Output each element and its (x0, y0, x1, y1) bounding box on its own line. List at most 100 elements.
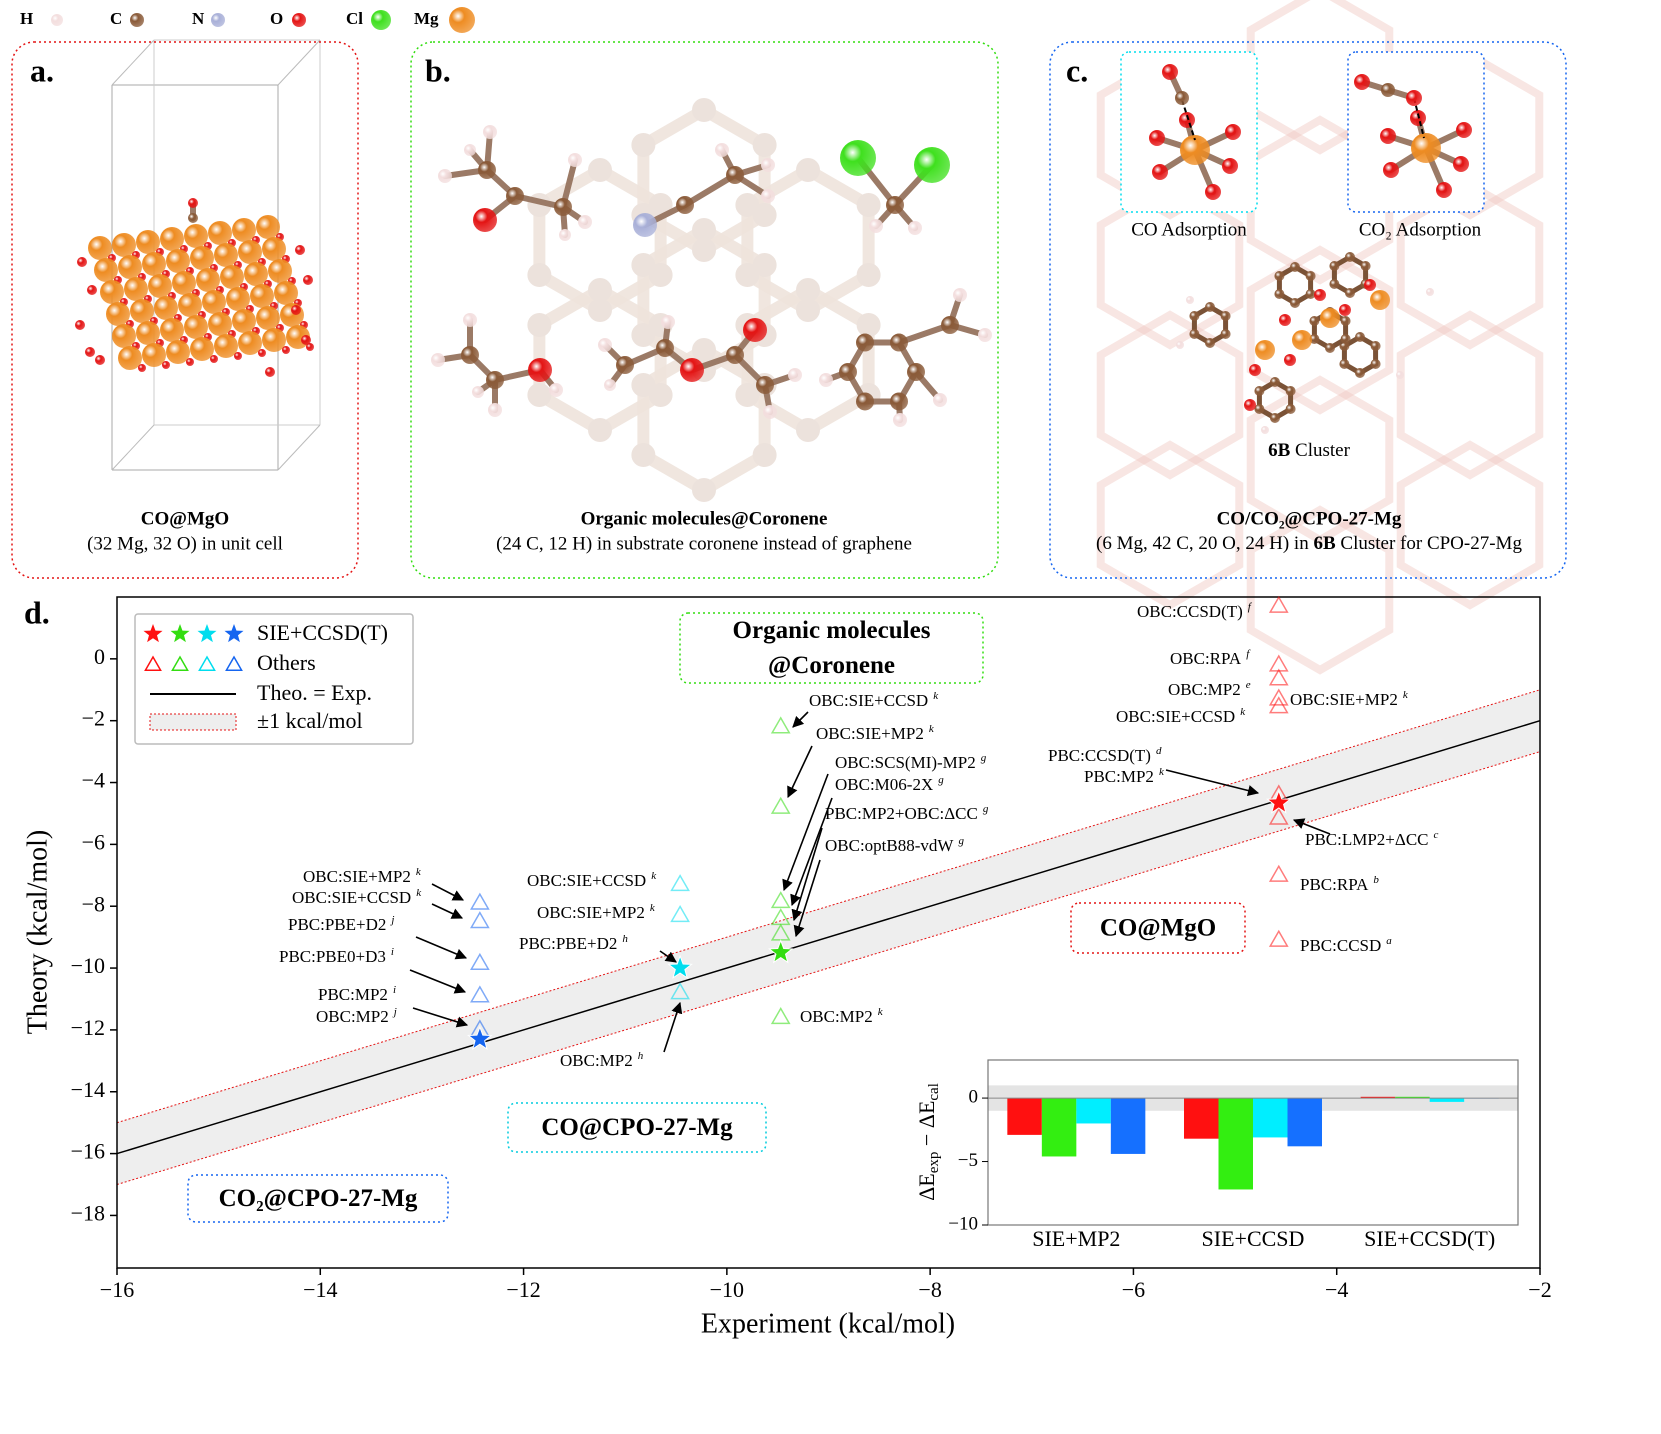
annotation-text: OBC:SCS(MI)-MP2 (835, 753, 976, 772)
element-symbol: N (192, 9, 205, 28)
atom (1284, 354, 1296, 366)
atom (743, 318, 767, 342)
atom (1290, 298, 1300, 308)
legend-band (149, 713, 237, 731)
atom (148, 274, 172, 298)
bar (1253, 1098, 1288, 1138)
atom (186, 358, 194, 366)
caption: (6 Mg, 42 C, 20 O, 24 H) in 6B Cluster f… (1096, 533, 1522, 554)
atom (208, 312, 232, 336)
x-tick-label: −2 (1528, 1277, 1551, 1302)
atom (226, 287, 250, 311)
atom (1456, 122, 1472, 138)
arrow (791, 827, 823, 922)
atom (568, 153, 582, 167)
annotation-sup: k (929, 723, 935, 735)
atom (473, 208, 497, 232)
atom (933, 393, 947, 407)
annotation-text: OBC:MP2 (800, 1007, 873, 1026)
x-tick-label: −6 (1122, 1277, 1145, 1302)
arrow (663, 1001, 683, 1053)
annotation: OBC:MP2 h (560, 1050, 644, 1070)
ring (1096, 440, 1244, 610)
group-label: @Coronene (768, 652, 895, 679)
atom (461, 346, 479, 364)
ring-atom (588, 158, 612, 182)
y-tick-label: −6 (82, 829, 105, 854)
ring-atom (856, 193, 881, 217)
annotation: OBC:SIE+CCSD k (809, 690, 939, 710)
annotation-sup: k (933, 690, 939, 702)
ring-atom (752, 443, 777, 467)
legend-box (134, 613, 414, 745)
atom (549, 383, 563, 397)
y-tick-label: −8 (82, 891, 105, 916)
annotation-sup: k (1240, 706, 1246, 718)
atom (464, 144, 476, 156)
atom (301, 335, 311, 345)
ring-atom (796, 158, 820, 182)
atom (941, 316, 959, 334)
cluster-part: 6B (1268, 440, 1291, 461)
atom (196, 268, 220, 292)
atom (1179, 112, 1195, 128)
legend-label: Others (257, 650, 316, 675)
annotation-text: OBC:RPA (1170, 649, 1242, 668)
annotation: OBC:MP2 e (1168, 679, 1251, 699)
interaction (1181, 99, 1196, 141)
cell-edge (111, 424, 155, 471)
site-label: CO Adsorption (1131, 219, 1247, 240)
triangle-point (1268, 595, 1289, 613)
ring-atom (692, 338, 716, 362)
element-swatch (449, 7, 475, 33)
atom (130, 299, 154, 323)
annotation-sup: j (392, 1006, 397, 1018)
atom (1325, 343, 1335, 353)
inset-y-label-part: cal (926, 1083, 942, 1100)
annotation-text: PBC:MP2 (318, 985, 388, 1004)
atom (1329, 279, 1340, 289)
atom (1364, 279, 1376, 291)
legend-triangle (144, 655, 162, 671)
atom (554, 198, 572, 216)
atom (715, 143, 729, 157)
ring-atom (631, 133, 656, 157)
star-point (1266, 789, 1292, 814)
atom (856, 333, 874, 352)
atom (578, 215, 592, 229)
legend-triangle (171, 655, 189, 671)
x-tick-label: −8 (918, 1277, 941, 1302)
inset-y-label-part: ΔE (914, 1173, 939, 1201)
annotation: PBC:LMP2+ΔCC c (1305, 829, 1439, 849)
inset-y-label-part: exp (926, 1152, 942, 1174)
atom (208, 221, 232, 245)
group-label: Organic molecules (733, 617, 931, 644)
atom (1426, 288, 1434, 296)
element-swatch (130, 13, 144, 27)
atom (256, 215, 280, 239)
arrow (787, 745, 813, 799)
cell-edge (277, 424, 321, 471)
legend-star (224, 624, 244, 643)
atom (890, 392, 908, 411)
atom (1220, 329, 1231, 339)
annotation-text: PBC:PBE+D2 (288, 915, 386, 934)
site-label: CO₂ Adsorption (1359, 219, 1482, 240)
atom (262, 237, 286, 261)
atom (88, 236, 112, 260)
chart: −16 −14 −12 −10 −8 −6 −4 −2 0 −2 −4 −6 −8 −10 −12 −14 −1… (71, 595, 1552, 1302)
annotation: PBC:MP2 i (318, 984, 396, 1004)
group-box (187, 1174, 449, 1223)
y-tick-label: −18 (71, 1200, 105, 1225)
annotation-text: OBC:CCSD(T) (1137, 602, 1243, 621)
y-tick-label: −16 (71, 1139, 105, 1164)
atom (726, 166, 744, 184)
atom (953, 288, 967, 302)
atom (234, 352, 242, 360)
atom (1285, 386, 1296, 396)
triangle-point (770, 891, 791, 909)
annotation-text: OBC:SIE+CCSD (527, 871, 646, 890)
atom (1244, 399, 1256, 411)
annotation-text: OBC:SIE+CCSD (1116, 707, 1235, 726)
atom (761, 158, 775, 172)
